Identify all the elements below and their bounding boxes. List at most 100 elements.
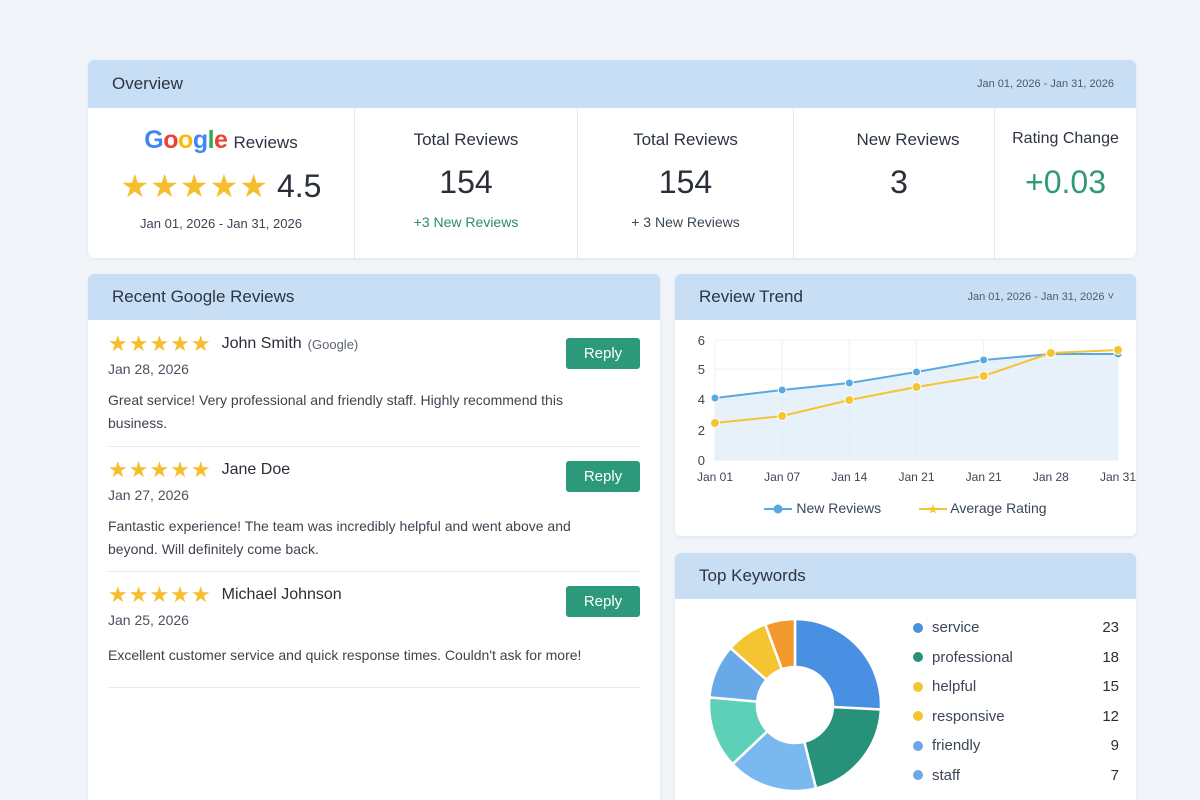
keyword-item: responsive 12 xyxy=(913,702,1119,732)
y-tick-label: 6 xyxy=(698,333,705,348)
legend-line-blue-icon xyxy=(764,504,793,514)
overview-title: Overview xyxy=(112,74,183,93)
keyword-count: 18 xyxy=(1102,648,1119,666)
legend-new-reviews-label: New Reviews xyxy=(796,500,882,516)
keyword-count: 23 xyxy=(1102,619,1119,637)
recent-reviews-card: Recent Google Reviews ★★★★★ John Smith (… xyxy=(88,274,660,800)
keywords-list: service 23 professional 18 helpful 15 responsi… xyxy=(913,613,1119,790)
stat-label: New Reviews xyxy=(856,130,960,149)
recent-reviews-header: Recent Google Reviews xyxy=(88,274,660,320)
average-rating-value: 4.5 xyxy=(276,167,322,204)
google-date-range: Jan 01, 2026 - Jan 31, 2026 xyxy=(140,216,302,231)
keyword-count: 9 xyxy=(1110,737,1119,755)
keyword-count: 7 xyxy=(1110,766,1119,784)
y-tick-label: 5 xyxy=(698,362,705,377)
stat-sub: + 3 New Reviews xyxy=(631,214,740,230)
reply-button[interactable]: Reply xyxy=(566,338,640,369)
reviewer-name: Michael Johnson xyxy=(221,586,342,603)
review-text: Excellent customer service and quick res… xyxy=(108,647,582,663)
reviewer-name: Jane Doe xyxy=(221,461,291,478)
stat-total-reviews-2: Total Reviews 154 + 3 New Reviews xyxy=(578,108,794,258)
new-reviews-point xyxy=(979,355,989,365)
stat-total-reviews: Total Reviews 154 +3 New Reviews xyxy=(355,108,578,258)
google-reviews-heading: Google Reviews xyxy=(144,126,297,156)
average-rating-point xyxy=(1045,348,1056,358)
keywords-donut-chart xyxy=(707,617,883,793)
x-tick-label: Jan 31 xyxy=(1100,470,1136,484)
keyword-item: friendly 9 xyxy=(913,731,1119,761)
stat-value: 154 xyxy=(658,164,713,200)
new-reviews-point xyxy=(777,385,787,395)
review-item: ★★★★★ Michael Johnson Jan 25, 2026 Excel… xyxy=(108,572,640,688)
reviewer-name: John Smith xyxy=(221,335,302,352)
overview-date-range: Jan 01, 2026 - Jan 31, 2026 xyxy=(977,78,1114,90)
keyword-name: responsive xyxy=(932,707,1005,725)
keyword-dot-icon xyxy=(913,652,923,663)
y-tick-label: 2 xyxy=(698,423,705,438)
keyword-name: friendly xyxy=(932,737,981,755)
keyword-dot-icon xyxy=(913,681,923,692)
review-trend-title: Review Trend xyxy=(699,287,803,306)
stat-sub: +3 New Reviews xyxy=(413,214,519,230)
review-date: Jan 28, 2026 xyxy=(108,361,189,377)
keyword-item: staff 7 xyxy=(913,761,1119,791)
overview-card: Overview Jan 01, 2026 - Jan 31, 2026 Goo… xyxy=(88,60,1136,258)
new-reviews-point xyxy=(844,378,854,388)
stat-label: Total Reviews xyxy=(633,130,738,149)
legend-average-rating: ★ Average Rating xyxy=(919,500,1047,517)
review-text: Great service! Very professional and fri… xyxy=(108,392,563,431)
google-reviews-label: Reviews xyxy=(233,133,298,152)
average-rating-point xyxy=(844,395,855,405)
svg-text:★: ★ xyxy=(927,503,939,515)
x-tick-label: Jan 14 xyxy=(831,470,867,484)
y-tick-label: 4 xyxy=(698,392,705,407)
legend-new-reviews: New Reviews xyxy=(764,500,881,516)
stat-new-reviews: New Reviews 3 xyxy=(794,108,995,258)
donut-slice-service xyxy=(793,617,883,711)
keyword-count: 15 xyxy=(1102,678,1119,696)
top-keywords-card: Top Keywords service 23 professional 18 help… xyxy=(675,553,1136,800)
top-keywords-header: Top Keywords xyxy=(675,553,1136,599)
top-keywords-title: Top Keywords xyxy=(699,566,806,585)
review-stars-icon: ★★★★★ xyxy=(108,331,212,356)
donut-slice-professional xyxy=(802,705,883,790)
new-reviews-point xyxy=(912,367,921,377)
stat-label: Rating Change xyxy=(1012,130,1119,147)
trend-date-range-dropdown[interactable]: Jan 01, 2026 - Jan 31, 2026 ˅ xyxy=(967,291,1114,303)
review-source: (Google) xyxy=(307,336,359,352)
average-rating-point xyxy=(777,411,788,421)
legend-star-icon: ★ xyxy=(919,502,948,517)
average-rating-point xyxy=(911,382,922,392)
recent-reviews-title: Recent Google Reviews xyxy=(112,287,295,306)
keyword-dot-icon xyxy=(913,770,923,781)
review-trend-header: Review Trend Jan 01, 2026 - Jan 31, 2026… xyxy=(675,274,1136,320)
keyword-item: helpful 15 xyxy=(913,672,1119,702)
overview-header: Overview Jan 01, 2026 - Jan 31, 2026 xyxy=(88,60,1136,108)
stat-label: Total Reviews xyxy=(413,130,519,149)
keyword-item: service 23 xyxy=(913,613,1119,643)
stat-value: +0.03 xyxy=(1025,164,1106,200)
stat-value: 3 xyxy=(890,164,908,200)
average-rating-point xyxy=(1113,345,1123,355)
new-reviews-area xyxy=(715,354,1118,460)
google-rating-cell: Google Reviews ★★★★★ 4.5 Jan 01, 2026 - … xyxy=(88,108,355,258)
x-tick-label: Jan 21 xyxy=(966,470,1002,484)
keyword-item: professional 18 xyxy=(913,643,1119,673)
keyword-count: 12 xyxy=(1102,707,1119,725)
donut-slice-other xyxy=(763,617,797,671)
review-item: ★★★★★ John Smith (Google) Jan 28, 2026 G… xyxy=(108,320,640,447)
x-tick-label: Jan 28 xyxy=(1033,470,1069,484)
x-tick-label: Jan 01 xyxy=(697,470,733,484)
legend-average-rating-label: Average Rating xyxy=(950,500,1047,516)
reply-button[interactable]: Reply xyxy=(566,586,640,617)
google-logo: Google xyxy=(144,126,228,154)
review-trend-chart: 0 2 4 5 6 Jan 01 Jan 07 Jan 14 Jan 21 Jan 21 Jan 2… xyxy=(697,333,1136,484)
keyword-dot-icon xyxy=(913,711,923,722)
keyword-dot-icon xyxy=(913,740,923,751)
review-date: Jan 27, 2026 xyxy=(108,487,189,503)
review-stars-icon: ★★★★★ xyxy=(108,457,212,482)
keyword-name: professional xyxy=(932,648,1013,666)
reply-button[interactable]: Reply xyxy=(566,461,640,492)
rating-stars-icon: ★★★★★ xyxy=(120,168,269,204)
review-date: Jan 25, 2026 xyxy=(108,612,189,628)
